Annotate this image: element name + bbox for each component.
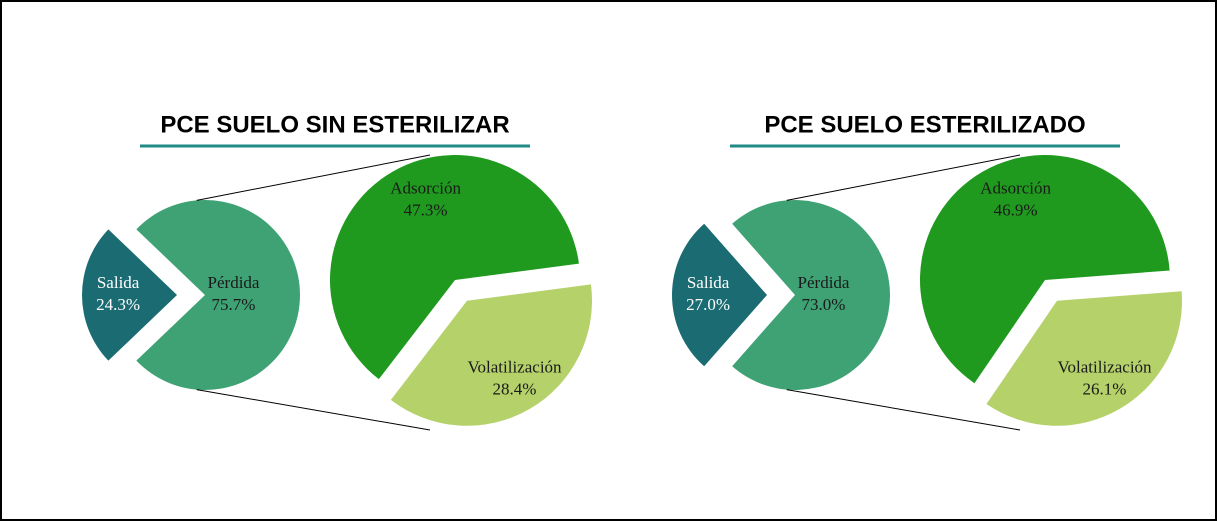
pie-slice: [986, 291, 1182, 426]
slice-label: Salida: [687, 273, 730, 292]
chart-title: PCE SUELO SIN ESTERILIZAR: [160, 111, 509, 138]
pie-slice: [732, 200, 891, 390]
connector: [196, 389, 431, 431]
pie-slice: [330, 155, 579, 380]
connector: [786, 389, 1021, 431]
slice-label: Volatilización: [467, 357, 562, 376]
slice-value: 47.3%: [404, 200, 448, 219]
slice-label: Adsorción: [390, 178, 461, 197]
pie-slice: [672, 223, 767, 367]
slice-label: Volatilización: [1057, 357, 1152, 376]
slice-value: 46.9%: [994, 200, 1038, 219]
slice-label: Pérdida: [798, 273, 850, 292]
connector: [196, 154, 431, 201]
slice-value: 73.0%: [802, 295, 846, 314]
slice-label: Pérdida: [208, 273, 260, 292]
slice-value: 24.3%: [96, 295, 140, 314]
chart-title: PCE SUELO ESTERILIZADO: [764, 111, 1085, 138]
slice-value: 75.7%: [212, 295, 256, 314]
pie-slice: [136, 200, 300, 390]
slice-value: 28.4%: [493, 379, 537, 398]
pie-slice: [920, 155, 1170, 384]
slice-label: Salida: [97, 273, 140, 292]
connector: [786, 154, 1021, 201]
slice-value: 27.0%: [686, 295, 730, 314]
slice-label: Adsorción: [980, 178, 1051, 197]
slice-value: 26.1%: [1083, 379, 1127, 398]
pie-slice: [82, 229, 177, 361]
pie-slice: [390, 284, 593, 426]
